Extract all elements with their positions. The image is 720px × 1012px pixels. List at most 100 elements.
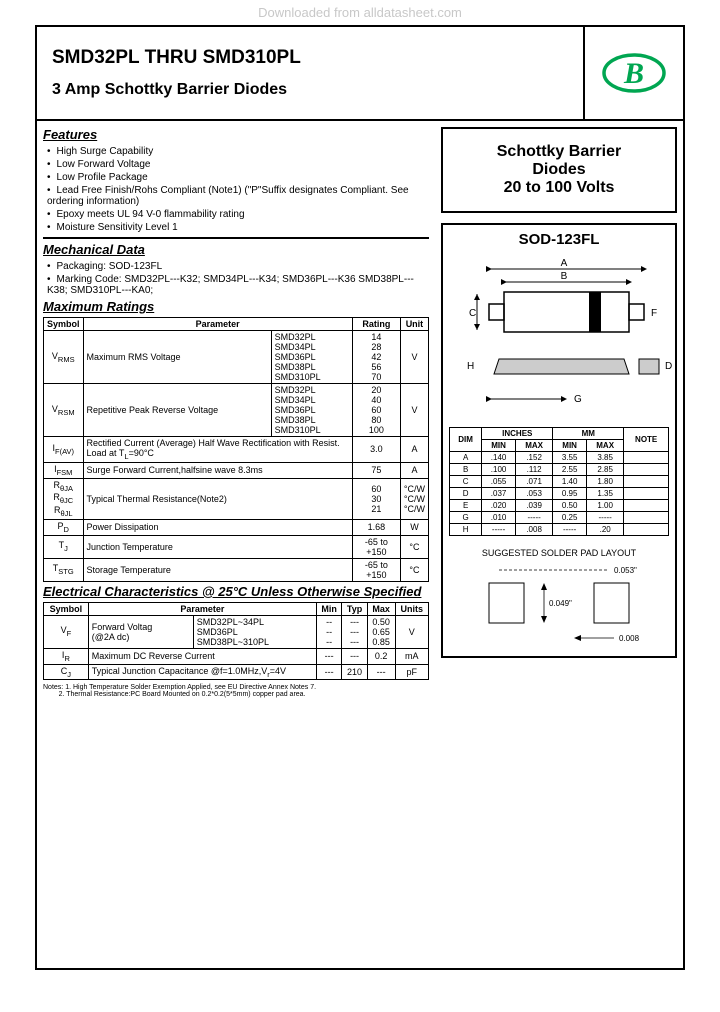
sym: VRMS (44, 331, 84, 384)
th: Max (367, 602, 395, 615)
dim-row: B.100.1122.552.85 (450, 464, 669, 476)
dim-row: C.055.0711.401.80 (450, 476, 669, 488)
unit: A (400, 462, 428, 478)
line1: Schottky Barrier (451, 143, 667, 161)
rating: 75 (352, 462, 400, 478)
max: --- (367, 664, 395, 680)
rating: -65 to +150 (352, 558, 400, 581)
th: Min (316, 602, 342, 615)
feature-item: Moisture Sensitivity Level 1 (47, 221, 429, 234)
features-title: Features (43, 127, 429, 142)
rating: 3.0 (352, 437, 400, 463)
logo-icon: B (599, 51, 669, 96)
dim-row: D.037.0530.951.35 (450, 488, 669, 500)
param: Maximum RMS Voltage (83, 331, 271, 384)
mech-item: Packaging: SOD-123FL (47, 260, 429, 273)
param: Repetitive Peak Reverse Voltage (83, 384, 271, 437)
solder-dim: 0.053" (614, 566, 637, 575)
feature-item: Low Profile Package (47, 171, 429, 184)
parts: SMD32PLSMD34PLSMD36PLSMD38PLSMD310PL (271, 384, 352, 437)
unit: °C/W°C/W°C/W (400, 478, 428, 519)
param: Typical Junction Capacitance @f=1.0MHz,V… (88, 664, 316, 680)
dim-row: E.020.0390.501.00 (450, 500, 669, 512)
mechanical-title: Mechanical Data (43, 242, 429, 257)
th-unit: Unit (400, 318, 428, 331)
unit: W (400, 519, 428, 535)
dim-row: H-----.008-----.20 (450, 524, 669, 536)
typ: --- (342, 648, 367, 664)
maxratings-table: Symbol Parameter Rating Unit VRMSMaximum… (43, 317, 429, 582)
dim-row: G.010-----0.25----- (450, 512, 669, 524)
header: SMD32PL THRU SMD310PL 3 Amp Schottky Bar… (37, 27, 683, 121)
notes: Notes: 1. High Temperature Solder Exempt… (43, 684, 429, 698)
features-section: Features High Surge Capability Low Forwa… (43, 127, 429, 234)
typ: 210 (342, 664, 367, 680)
min: --- (316, 648, 342, 664)
th-param: Parameter (83, 318, 352, 331)
mech-item: Marking Code: SMD32PL---K32; SMD34PL---K… (47, 273, 429, 297)
param: Storage Temperature (83, 558, 352, 581)
sym: RθJARθJCRθJL (44, 478, 84, 519)
unit: V (400, 384, 428, 437)
param: Typical Thermal Resistance(Note2) (83, 478, 352, 519)
rating: 1.68 (352, 519, 400, 535)
svg-text:0.008: 0.008 (619, 634, 640, 643)
package-box: SOD-123FL A B C F (441, 223, 677, 658)
th: Typ (342, 602, 367, 615)
watermark: Downloaded from alldatasheet.com (0, 0, 720, 25)
electrical-title: Electrical Characteristics @ 25°C Unless… (43, 584, 429, 599)
solder-layout: SUGGESTED SOLDER PAD LAYOUT 0.053" 0.049… (449, 548, 669, 650)
product-box: Schottky Barrier Diodes 20 to 100 Volts (441, 127, 677, 213)
min: ------ (316, 615, 342, 648)
sym: CJ (44, 664, 89, 680)
sym: TJ (44, 535, 84, 558)
sym: IFSM (44, 462, 84, 478)
param: Surge Forward Current,halfsine wave 8.3m… (83, 462, 352, 478)
pkg-title: SOD-123FL (449, 231, 669, 248)
vals: 20406080100 (352, 384, 400, 437)
package-drawing: A B C F H D (449, 254, 679, 414)
unit: °C (400, 558, 428, 581)
sym: VF (44, 615, 89, 648)
svg-text:G: G (574, 394, 582, 405)
mechanical-section: Mechanical Data Packaging: SOD-123FL Mar… (43, 242, 429, 297)
sym: IF(AV) (44, 437, 84, 463)
unit: V (395, 615, 428, 648)
parts: SMD32PL~34PLSMD36PLSMD38PL~310PL (193, 615, 316, 648)
line3: 20 to 100 Volts (451, 179, 667, 197)
feature-item: High Surge Capability (47, 145, 429, 158)
sym: TSTG (44, 558, 84, 581)
param: Forward Voltag(@2A dc) (88, 615, 193, 648)
parts: SMD32PLSMD34PLSMD36PLSMD38PLSMD310PL (271, 331, 352, 384)
sym: IR (44, 648, 89, 664)
svg-text:F: F (651, 308, 657, 319)
sym: PD (44, 519, 84, 535)
typ: --------- (342, 615, 367, 648)
maxratings-title: Maximum Ratings (43, 299, 429, 314)
unit: °C (400, 535, 428, 558)
subtitle: 3 Amp Schottky Barrier Diodes (52, 81, 568, 99)
min: --- (316, 664, 342, 680)
unit: A (400, 437, 428, 463)
th: Units (395, 602, 428, 615)
title: SMD32PL THRU SMD310PL (52, 47, 568, 69)
vals: 1428425670 (352, 331, 400, 384)
param: Junction Temperature (83, 535, 352, 558)
dim-row: A.140.1523.553.85 (450, 452, 669, 464)
svg-text:0.049": 0.049" (549, 599, 572, 608)
logo-box: B (583, 27, 683, 119)
param: Power Dissipation (83, 519, 352, 535)
param: Rectified Current (Average) Half Wave Re… (83, 437, 352, 463)
svg-text:B: B (561, 271, 568, 282)
unit: V (400, 331, 428, 384)
dimensions-table: DIMINCHESMMNOTE MINMAXMINMAX A.140.1523.… (449, 427, 669, 536)
th: Symbol (44, 602, 89, 615)
th: Parameter (88, 602, 316, 615)
svg-text:B: B (623, 57, 644, 90)
feature-item: Lead Free Finish/Rohs Compliant (Note1) … (47, 184, 429, 208)
feature-item: Low Forward Voltage (47, 158, 429, 171)
electrical-table: Symbol Parameter Min Typ Max Units VFFor… (43, 602, 429, 681)
svg-text:C: C (469, 308, 476, 319)
rating: 603021 (352, 478, 400, 519)
max: 0.2 (367, 648, 395, 664)
